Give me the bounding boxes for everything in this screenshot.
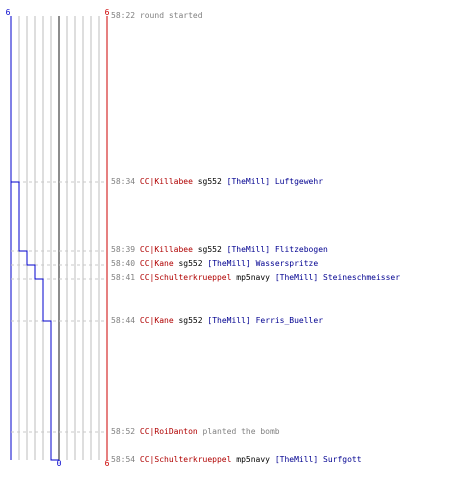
- weapon-name: mp5navy: [236, 273, 270, 282]
- team-alive-step-line: [10, 16, 59, 461]
- weapon-name: sg552: [197, 177, 222, 186]
- event-time: 58:41: [111, 273, 136, 282]
- event-time: 58:39: [111, 245, 136, 254]
- event-row: 58:39 CC|Killabee sg552 [TheMill] Flitze…: [111, 245, 328, 255]
- event-time: 58:54: [111, 455, 136, 464]
- right-end-count: 6: [105, 459, 110, 468]
- attacker-name: CC|Kane: [139, 259, 174, 268]
- victim-name: Surfgott: [323, 455, 362, 464]
- event-dash-lines: [11, 181, 107, 433]
- victim-team: [TheMill]: [207, 316, 251, 325]
- victim-name: Steineschmeisser: [323, 273, 401, 282]
- event-row: 58:40 CC|Kane sg552 [TheMill] Wasserspri…: [111, 259, 318, 269]
- left-end-count: 0: [57, 459, 62, 468]
- attacker-name: CC|Schulterkrueppel: [139, 273, 232, 282]
- event-row: 58:22 round started: [111, 11, 203, 21]
- victim-name: Luftgewehr: [274, 177, 324, 186]
- victim-name: Flitzebogen: [274, 245, 328, 254]
- timeline-grid: [10, 16, 108, 460]
- event-row: 58:54 CC|Schulterkrueppel mp5navy [TheMi…: [111, 455, 362, 465]
- attacker-name: CC|Schulterkrueppel: [139, 455, 232, 464]
- victim-team: [TheMill]: [226, 177, 271, 186]
- right-start-count: 6: [105, 8, 110, 17]
- event-time: 58:52: [111, 427, 136, 436]
- event-row: 58:41 CC|Schulterkrueppel mp5navy [TheMi…: [111, 273, 400, 283]
- event-time: 58:22: [111, 11, 136, 20]
- event-time: 58:34: [111, 177, 136, 186]
- weapon-name: mp5navy: [236, 455, 270, 464]
- event-row: 58:52 CC|RoiDanton planted the bomb: [111, 427, 280, 437]
- weapon-name: sg552: [197, 245, 222, 254]
- victim-team: [TheMill]: [207, 259, 251, 268]
- event-text: planted the bomb: [202, 427, 280, 436]
- event-time: 58:44: [111, 316, 136, 325]
- victim-team: [TheMill]: [274, 455, 319, 464]
- attacker-name: CC|Killabee: [139, 177, 193, 186]
- victim-team: [TheMill]: [274, 273, 319, 282]
- victim-name: Ferris_Bueller: [255, 316, 324, 325]
- event-text: round started: [139, 11, 203, 20]
- weapon-name: sg552: [178, 316, 203, 325]
- weapon-name: sg552: [178, 259, 203, 268]
- victim-team: [TheMill]: [226, 245, 271, 254]
- attacker-name: CC|Kane: [139, 316, 174, 325]
- event-time: 58:40: [111, 259, 136, 268]
- attacker-name: CC|RoiDanton: [139, 427, 198, 436]
- event-row: 58:44 CC|Kane sg552 [TheMill] Ferris_Bue…: [111, 316, 323, 326]
- attacker-name: CC|Killabee: [139, 245, 193, 254]
- left-start-count: 6: [6, 8, 11, 17]
- event-row: 58:34 CC|Killabee sg552 [TheMill] Luftge…: [111, 177, 323, 187]
- victim-name: Wasserspritze: [255, 259, 319, 268]
